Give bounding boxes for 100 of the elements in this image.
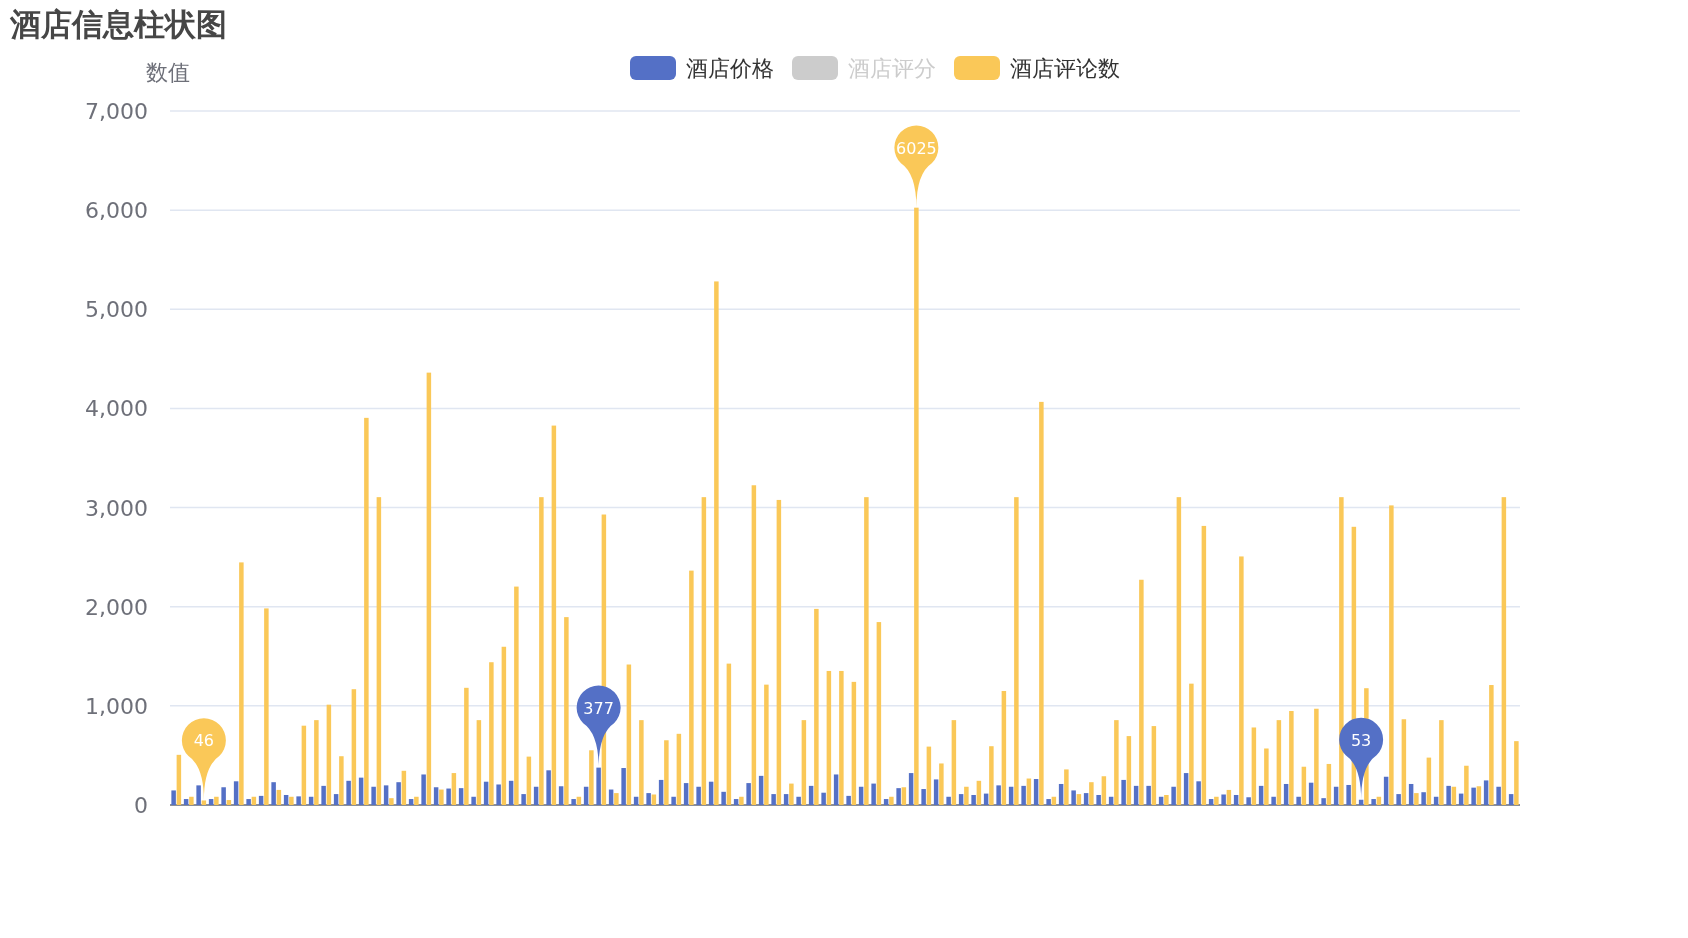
bar bbox=[1476, 786, 1482, 805]
bar bbox=[796, 796, 801, 805]
bar bbox=[246, 799, 251, 805]
bar bbox=[789, 783, 794, 805]
bar bbox=[1089, 782, 1094, 805]
bar bbox=[1121, 779, 1126, 805]
data-label: 377 bbox=[583, 698, 614, 718]
bar bbox=[1146, 785, 1151, 805]
bar bbox=[421, 774, 426, 805]
bar bbox=[464, 687, 469, 805]
y-tick-label: 6,000 bbox=[85, 198, 148, 224]
bar bbox=[1296, 796, 1301, 805]
bar bbox=[1064, 769, 1069, 805]
bar bbox=[901, 787, 907, 805]
bar bbox=[196, 785, 201, 805]
bar bbox=[1114, 720, 1119, 805]
bar bbox=[371, 786, 376, 805]
bar bbox=[833, 774, 839, 805]
bar bbox=[201, 800, 207, 805]
bar bbox=[558, 786, 564, 805]
bar bbox=[1246, 797, 1251, 805]
bar bbox=[1096, 794, 1101, 805]
bar bbox=[946, 796, 951, 805]
bar bbox=[414, 796, 419, 805]
bar bbox=[321, 785, 326, 805]
bar bbox=[171, 790, 176, 805]
bar bbox=[1346, 784, 1351, 805]
bar bbox=[1139, 579, 1144, 805]
bar bbox=[189, 796, 194, 805]
bar bbox=[964, 786, 969, 805]
bar bbox=[696, 786, 701, 805]
bar bbox=[689, 570, 694, 805]
bar bbox=[1514, 741, 1519, 805]
bar bbox=[339, 756, 344, 805]
bar bbox=[621, 768, 626, 805]
bar bbox=[639, 720, 644, 805]
bar bbox=[1508, 794, 1514, 805]
bar bbox=[1339, 497, 1344, 805]
bar bbox=[914, 207, 919, 805]
bar bbox=[764, 684, 769, 805]
bar bbox=[396, 782, 401, 805]
bar bbox=[671, 796, 676, 805]
bar bbox=[446, 788, 451, 805]
y-tick-label: 4,000 bbox=[85, 396, 148, 422]
bar bbox=[839, 670, 844, 805]
bar bbox=[1039, 401, 1044, 805]
bar bbox=[821, 792, 826, 805]
y-tick-label: 2,000 bbox=[85, 594, 148, 620]
bar bbox=[1171, 786, 1176, 805]
bar bbox=[1483, 780, 1489, 805]
bar bbox=[714, 281, 719, 805]
bar bbox=[571, 799, 576, 805]
bar bbox=[846, 795, 851, 805]
bar bbox=[333, 794, 339, 805]
bar bbox=[314, 720, 319, 805]
bar bbox=[439, 789, 444, 805]
bar bbox=[564, 617, 569, 805]
bar bbox=[614, 793, 619, 805]
bar bbox=[489, 662, 494, 805]
bar bbox=[1196, 781, 1201, 805]
bar bbox=[1421, 792, 1426, 805]
bar bbox=[1464, 765, 1469, 805]
bar bbox=[921, 789, 926, 805]
bar bbox=[814, 608, 819, 805]
bar bbox=[1214, 796, 1219, 805]
bar bbox=[389, 798, 394, 805]
bar bbox=[664, 740, 669, 805]
bar bbox=[1496, 786, 1501, 805]
bar bbox=[1076, 794, 1082, 805]
bar bbox=[433, 787, 439, 805]
bar bbox=[1321, 798, 1326, 805]
bar bbox=[1396, 794, 1401, 805]
bar bbox=[889, 796, 894, 805]
bar bbox=[271, 782, 276, 805]
bar bbox=[1071, 790, 1076, 805]
bar bbox=[1046, 799, 1051, 805]
bar bbox=[496, 784, 501, 805]
bar bbox=[239, 562, 244, 805]
y-tick-label: 3,000 bbox=[85, 495, 148, 521]
bar bbox=[1189, 683, 1194, 805]
y-axis-title: 数值 bbox=[146, 60, 190, 85]
bar bbox=[226, 800, 232, 805]
bar bbox=[296, 796, 301, 805]
legend-label: 酒店价格 bbox=[686, 56, 774, 81]
y-tick-label: 1,000 bbox=[85, 693, 148, 719]
bar bbox=[383, 785, 389, 805]
bar bbox=[1446, 785, 1451, 805]
bar bbox=[771, 794, 776, 805]
bar bbox=[1101, 776, 1107, 805]
y-tick-label: 0 bbox=[134, 793, 148, 818]
bar bbox=[864, 497, 869, 805]
bar bbox=[1371, 799, 1376, 805]
bar bbox=[939, 763, 944, 805]
bar bbox=[933, 779, 939, 805]
bar bbox=[1289, 711, 1294, 805]
bar bbox=[514, 586, 519, 805]
bar bbox=[996, 785, 1001, 805]
bar bbox=[1389, 505, 1394, 805]
bar bbox=[589, 750, 594, 805]
bar bbox=[1164, 794, 1169, 805]
